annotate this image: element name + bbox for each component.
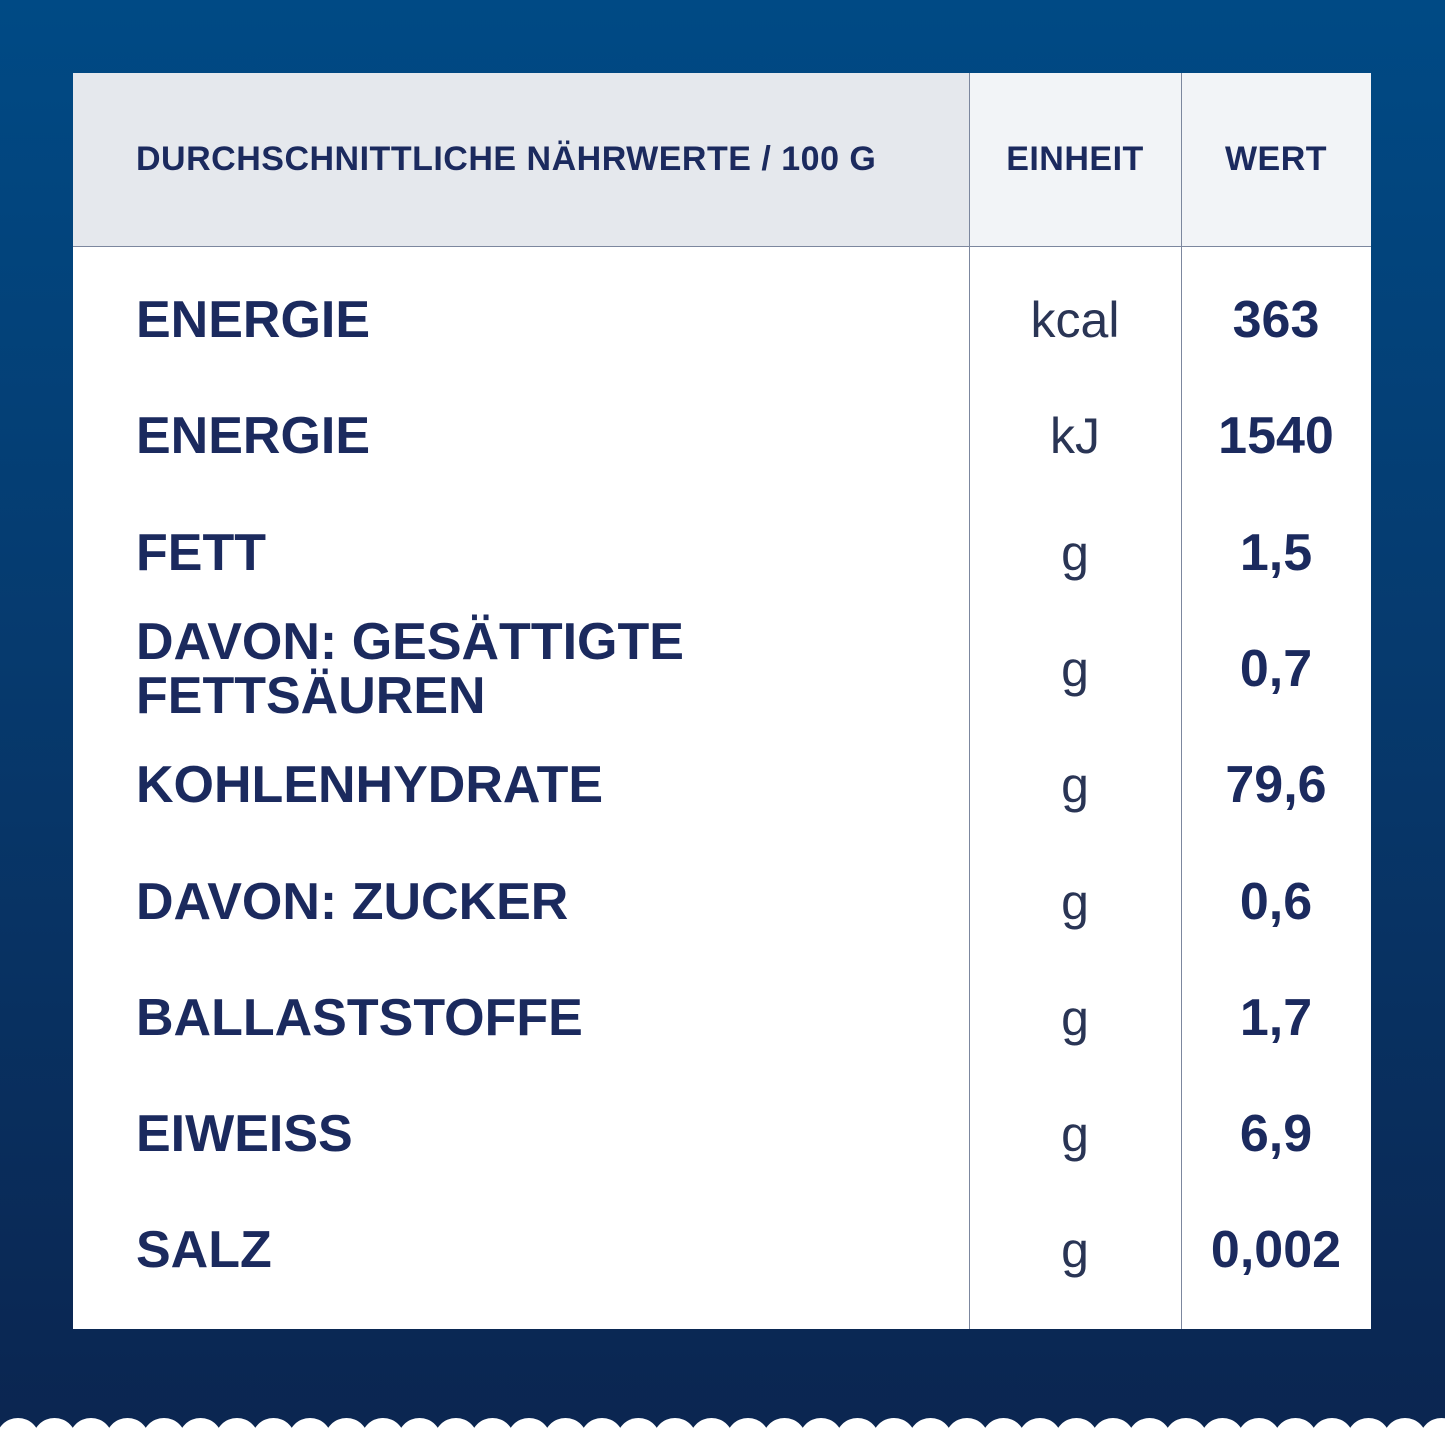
wave-scallop	[689, 1418, 734, 1445]
nutrient-name: KOHLENHYDRATE	[136, 756, 604, 815]
wave-scallop	[1127, 1418, 1172, 1445]
value: 363	[1232, 291, 1320, 349]
wave-scallop	[908, 1418, 953, 1445]
wave-scallop	[1237, 1418, 1281, 1445]
wave-scallop	[105, 1418, 150, 1445]
table-row: SALZ g 0,002	[73, 1192, 1371, 1308]
table-row: ENERGIE kcal 363	[73, 262, 1371, 378]
wave-scallop	[434, 1418, 478, 1445]
nutrition-table: DURCHSCHNITTLICHE NÄHRWERTE / 100 G EINH…	[73, 73, 1371, 1329]
wave-scallop	[69, 1418, 113, 1445]
wave-scallop	[1383, 1418, 1427, 1445]
value: 1540	[1218, 407, 1334, 466]
wave-scallop	[142, 1418, 186, 1445]
nutrient-name: DAVON: ZUCKER	[136, 872, 569, 931]
wave-scallop	[872, 1418, 916, 1445]
value: 79,6	[1225, 756, 1327, 815]
wave-scallop	[1419, 1418, 1445, 1445]
column-divider	[1181, 73, 1182, 1329]
header-cell: DURCHSCHNITTLICHE NÄHRWERTE / 100 G	[73, 73, 969, 247]
nutrient-name: ENERGIE	[136, 291, 371, 349]
unit: g	[1061, 1222, 1089, 1279]
wave-scallop	[981, 1418, 1026, 1445]
wave-scallop	[215, 1418, 259, 1445]
wave-scallop	[1273, 1418, 1318, 1445]
wave-scallop	[945, 1418, 989, 1445]
wave-scallop	[1164, 1418, 1208, 1445]
wave-scallop	[251, 1418, 296, 1445]
table-row: EIWEISS g 6,9	[73, 1076, 1371, 1192]
table-row: ENERGIE kJ 1540	[73, 378, 1371, 494]
wave-edge	[0, 1418, 1445, 1445]
wave-scallop	[470, 1418, 515, 1445]
nutrient-name: EIWEISS	[136, 1105, 353, 1164]
wave-scallop	[361, 1418, 405, 1445]
value: 0,7	[1239, 639, 1313, 698]
wave-scallop	[397, 1418, 442, 1445]
wave-scallop	[507, 1418, 551, 1445]
wave-scallop	[178, 1418, 223, 1445]
header-cell: EINHEIT	[969, 73, 1181, 247]
unit: g	[1061, 873, 1089, 930]
table-row: FETT g 1,5	[73, 495, 1371, 611]
header-cell: WERT	[1181, 73, 1371, 247]
wave-scallop	[835, 1418, 880, 1445]
value: 6,9	[1239, 1105, 1313, 1164]
wave-scallop	[726, 1418, 770, 1445]
wave-scallop	[0, 1418, 40, 1445]
value: 1,7	[1239, 988, 1313, 1047]
nutrient-name: FETT	[136, 523, 266, 582]
table-row: DAVON: GESÄTTIGTE FETTSÄUREN g 0,7	[73, 611, 1371, 727]
table-row: DAVON: ZUCKER g 0,6	[73, 844, 1371, 960]
wave-scallop	[653, 1418, 697, 1445]
nutrient-name: SALZ	[136, 1221, 272, 1280]
nutrient-name: DAVON: GESÄTTIGTE FETTSÄUREN	[136, 612, 684, 725]
table-row: BALLASTSTOFFE g 1,7	[73, 960, 1371, 1076]
value: 1,5	[1239, 523, 1313, 582]
nutrient-name: BALLASTSTOFFE	[136, 988, 583, 1047]
nutrient-name: ENERGIE	[136, 407, 371, 466]
value: 0,002	[1210, 1221, 1342, 1280]
unit: g	[1061, 1106, 1089, 1163]
wave-scallop	[1200, 1418, 1245, 1445]
unit: kcal	[1030, 292, 1120, 348]
wave-scallop	[799, 1418, 843, 1445]
wave-scallop	[1091, 1418, 1135, 1445]
column-divider	[969, 73, 970, 1329]
wave-scallop	[32, 1418, 77, 1445]
unit: g	[1061, 524, 1089, 581]
unit: g	[1061, 989, 1089, 1046]
unit: g	[1061, 640, 1089, 697]
wave-scallop	[1018, 1418, 1062, 1445]
table-row: KOHLENHYDRATE g 79,6	[73, 727, 1371, 843]
wave-scallop	[324, 1418, 369, 1445]
unit: kJ	[1050, 408, 1100, 465]
unit: g	[1061, 757, 1089, 814]
wave-scallop	[1346, 1418, 1391, 1445]
wave-scallop	[580, 1418, 624, 1445]
wave-scallop	[616, 1418, 661, 1445]
wave-scallop	[762, 1418, 807, 1445]
wave-scallop	[1054, 1418, 1099, 1445]
wave-scallop	[1310, 1418, 1354, 1445]
wave-scallop	[288, 1418, 332, 1445]
value: 0,6	[1239, 872, 1313, 931]
wave-scallop	[543, 1418, 588, 1445]
